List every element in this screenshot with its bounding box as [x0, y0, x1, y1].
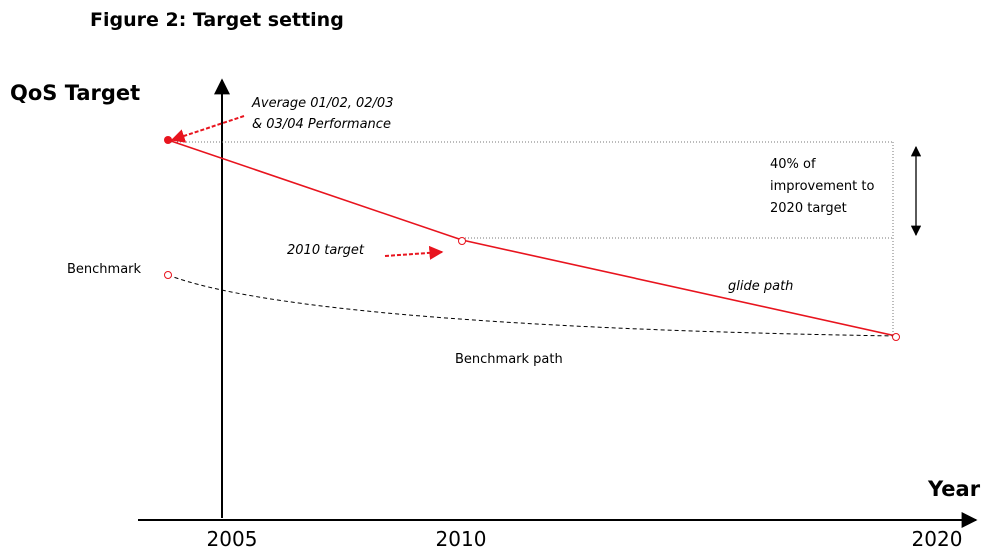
annotation: glide path — [728, 279, 793, 294]
annotation: 40% of — [770, 157, 816, 172]
x-tick-label: 2005 — [207, 527, 258, 551]
y-axis-label: QoS Target — [10, 81, 140, 105]
x-axis-label: Year — [927, 477, 981, 501]
annotation: Benchmark — [67, 262, 142, 277]
annotation: 2010 target — [287, 243, 365, 258]
annotation: & 03/04 Performance — [252, 117, 391, 132]
annotation: Benchmark path — [455, 352, 563, 367]
point — [892, 333, 900, 341]
annotation: improvement to — [770, 179, 874, 194]
x-tick-label: 2010 — [436, 527, 487, 551]
point — [164, 271, 172, 279]
title: Figure 2: Target setting — [90, 9, 344, 31]
annotation: 2020 target — [770, 201, 847, 216]
annotation: Average 01/02, 02/03 — [251, 96, 393, 111]
pointer-arrow — [170, 115, 245, 143]
benchmark-path — [167, 274, 897, 337]
x-tick-label: 2020 — [912, 527, 963, 551]
start-point — [164, 136, 172, 144]
point — [458, 237, 466, 245]
pointer-arrow — [384, 245, 444, 260]
